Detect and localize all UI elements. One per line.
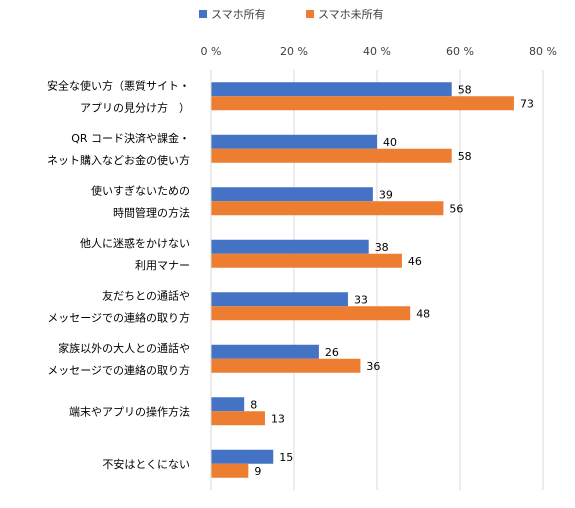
bar-smartphone-owner [211,397,245,412]
x-tick-label: 40 % [363,45,391,58]
bar-smartphone-non-owner [211,306,411,321]
bar-smartphone-non-owner [211,148,452,163]
data-label: 58 [458,150,472,163]
data-label: 15 [279,451,293,464]
category-label: 使いすぎないための [91,183,190,197]
category-label: メッセージでの連絡の取り方 [47,310,190,324]
category-label: 利用マナー [135,259,190,272]
category-label: 友だちとの通話や [102,288,190,302]
bar-smartphone-owner [211,239,369,254]
data-label: 73 [520,97,534,110]
category-label: メッセージでの連絡の取り方 [47,363,190,377]
bar-smartphone-non-owner [211,96,514,111]
category-label: 不安はとくにない [102,457,190,471]
category-label: 安全な使い方（悪質サイト・ [47,78,190,92]
legend-label: スマホ未所有 [318,7,384,21]
category-label: 端末やアプリの操作方法 [69,404,190,418]
bar-smartphone-owner [211,134,377,149]
bar-smartphone-owner [211,292,348,307]
bar-smartphone-owner [211,187,373,202]
x-tick-label: 20 % [280,45,308,58]
bar-smartphone-non-owner [211,358,361,373]
data-label: 9 [254,465,261,478]
data-label: 46 [408,255,422,268]
legend-label: スマホ所有 [211,7,266,21]
legend-swatch [306,10,314,18]
x-tick-label: 0 % [201,45,222,58]
data-label: 13 [271,412,285,425]
data-label: 8 [250,398,257,411]
data-label: 36 [366,360,380,373]
x-tick-label: 80 % [529,45,557,58]
category-label: ネット購入などお金の使い方 [47,153,190,167]
legend-swatch [199,10,207,18]
category-label: QR コード決済や課金・ [71,131,190,145]
bar-smartphone-non-owner [211,411,265,426]
data-label: 56 [449,202,463,215]
data-label: 33 [354,293,368,306]
data-label: 26 [325,346,339,359]
data-label: 39 [379,188,393,201]
bar-smartphone-owner [211,344,319,359]
category-label: 家族以外の大人との通話や [58,341,190,355]
data-label: 58 [458,83,472,96]
category-label: 他人に迷惑をかけない [80,236,190,250]
bar-smartphone-owner [211,449,274,464]
category-label: アプリの見分け方 ） [80,100,190,114]
bar-smartphone-non-owner [211,253,402,268]
data-label: 40 [383,136,397,149]
data-label: 38 [375,241,389,254]
bar-smartphone-owner [211,82,452,97]
data-label: 48 [416,307,430,320]
bar-smartphone-non-owner [211,463,249,478]
bar-smartphone-non-owner [211,201,444,216]
x-tick-label: 60 % [446,45,474,58]
category-label: 時間管理の方法 [113,205,190,219]
